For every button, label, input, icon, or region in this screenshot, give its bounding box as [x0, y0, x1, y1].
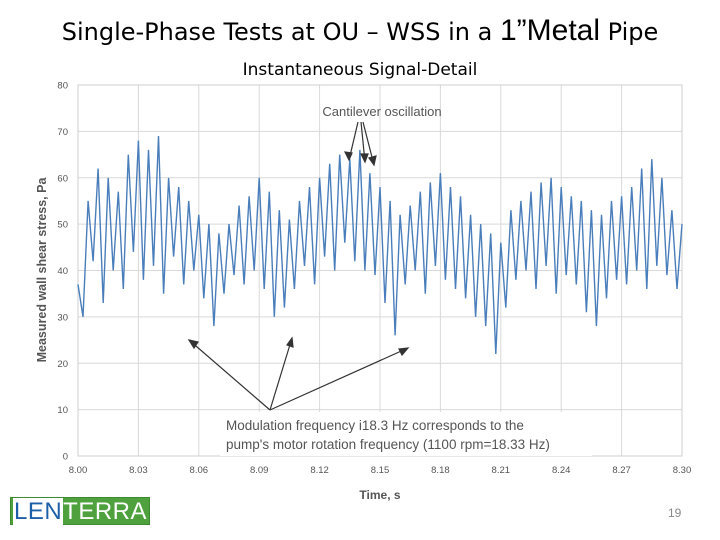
- modulation-arrowhead-3: [398, 347, 410, 357]
- annotation-box: [220, 412, 592, 456]
- series-line-wss: [77, 135, 683, 355]
- annotation-modulation-line1: Modulation frequency i18.3 Hz correspond…: [226, 418, 524, 433]
- x-tick-label: 8.15: [371, 465, 390, 476]
- x-tick-label: 8.09: [250, 465, 269, 476]
- title-text-2: 1”Metal: [499, 14, 601, 47]
- x-tick-label: 8.21: [492, 465, 511, 476]
- x-tick-label: 8.12: [310, 465, 329, 476]
- x-axis-label: Time, s: [359, 488, 400, 502]
- y-axis-label: Measured wall shear stress, Pa: [35, 177, 49, 363]
- y-tick-label: 30: [57, 312, 68, 323]
- y-tick-label: 40: [57, 266, 68, 277]
- cantilever-arrowhead-1: [343, 151, 353, 162]
- x-tick-label: 8.30: [673, 465, 692, 476]
- y-tick-label: 80: [57, 81, 68, 92]
- y-tick-label: 0: [63, 452, 68, 463]
- y-tick-label: 20: [57, 359, 68, 370]
- x-tick-label: 8.03: [129, 465, 148, 476]
- logo-text-1: LEN: [12, 498, 64, 525]
- y-tick-label: 60: [57, 173, 68, 184]
- lenterra-logo: LENTERRA: [10, 497, 150, 525]
- title-text-1: Single-Phase Tests at OU – WSS in a: [61, 18, 500, 46]
- y-tick-label: 70: [57, 127, 68, 138]
- y-tick-label: 10: [57, 405, 68, 416]
- y-tick-label: 50: [57, 220, 68, 231]
- cantilever-arrowhead-3: [368, 155, 377, 167]
- cantilever-arrows: [343, 121, 377, 167]
- modulation-arrow-3: [269, 347, 409, 411]
- slide-title: Single-Phase Tests at OU – WSS in a 1”Me…: [0, 14, 720, 48]
- x-axis-ticks: 8.00 8.03 8.06 8.09 8.12 8.15 8.18 8.21 8.24 8.27…: [69, 465, 692, 476]
- modulation-arrowhead-2: [286, 336, 294, 348]
- modulation-arrowhead-1: [187, 339, 199, 350]
- grid-lines: [77, 84, 683, 457]
- cantilever-arrowhead-2: [360, 153, 369, 164]
- x-tick-label: 8.27: [612, 465, 631, 476]
- y-axis-ticks: 0 10 20 30 40 50 60 70 80: [57, 81, 68, 463]
- modulation-arrows: [187, 336, 410, 411]
- x-tick-label: 8.18: [431, 465, 450, 476]
- annotation-cantilever: Cantilever oscillation: [322, 104, 441, 119]
- logo-text-2: TERRA: [63, 498, 148, 525]
- chart-subtitle: Instantaneous Signal-Detail: [242, 60, 478, 80]
- modulation-arrow-2: [269, 337, 293, 411]
- annotation-modulation-line2: pump's motor rotation frequency (1100 rp…: [226, 437, 550, 452]
- x-tick-label: 8.24: [552, 465, 571, 476]
- modulation-arrow-1: [188, 339, 271, 411]
- page-number: 19: [668, 506, 682, 520]
- x-tick-label: 8.06: [190, 465, 209, 476]
- title-text-3: Pipe: [600, 18, 659, 46]
- x-tick-label: 8.00: [69, 465, 88, 476]
